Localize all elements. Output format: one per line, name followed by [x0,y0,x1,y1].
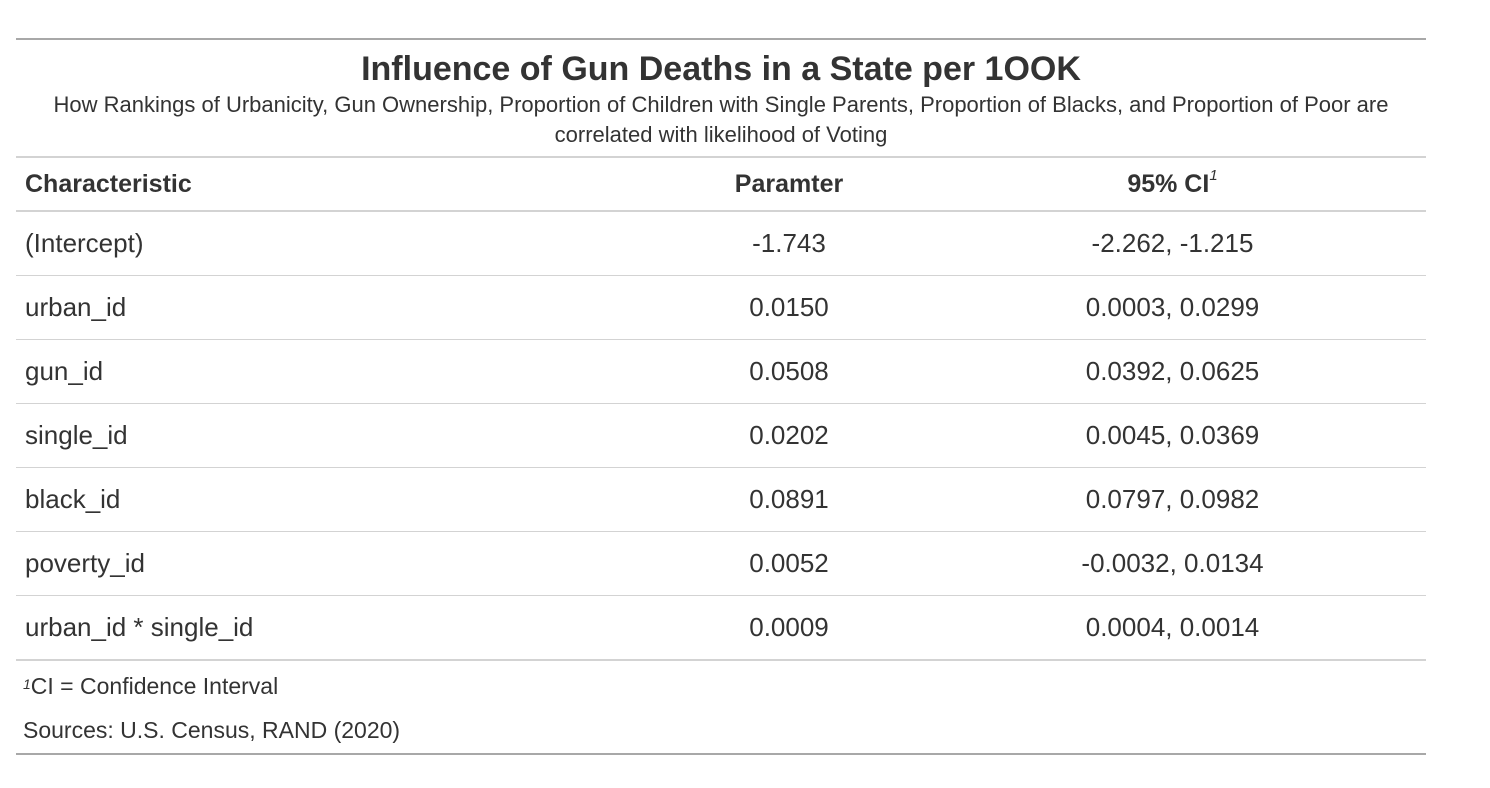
row-ci: 0.0797, 0.0982 [919,467,1426,532]
column-header-ci: 95% CI1 [919,158,1426,212]
row-label: (Intercept) [16,211,659,276]
table-subtitle: How Rankings of Urbanicity, Gun Ownershi… [53,92,1389,147]
row-parameter: -1.743 [659,211,919,276]
row-ci: -0.0032, 0.0134 [919,531,1426,596]
table-row: urban_id * single_id 0.0009 0.0004, 0.00… [16,595,1426,661]
footnote-mark: 1 [23,676,31,692]
table-header-block: Influence of Gun Deaths in a State per 1… [16,38,1426,158]
column-header-ci-label: 95% CI [1127,169,1210,198]
row-parameter: 0.0508 [659,339,919,404]
row-parameter: 0.0891 [659,467,919,532]
row-label: single_id [16,403,659,468]
table-footer: 1CI = Confidence Interval Sources: U.S. … [16,661,1426,755]
row-parameter: 0.0009 [659,595,919,661]
footnote-text: CI = Confidence Interval [30,673,279,699]
table-row: urban_id 0.0150 0.0003, 0.0299 [16,275,1426,340]
row-label: urban_id * single_id [16,595,659,661]
row-parameter: 0.0150 [659,275,919,340]
table-row: poverty_id 0.0052 -0.0032, 0.0134 [16,531,1426,596]
results-table: Characteristic Paramter 95% CI1 (Interce… [16,158,1426,661]
footnote: 1CI = Confidence Interval [23,671,1419,705]
row-ci: 0.0003, 0.0299 [919,275,1426,340]
regression-table: Influence of Gun Deaths in a State per 1… [16,38,1426,755]
row-ci: 0.0004, 0.0014 [919,595,1426,661]
row-label: black_id [16,467,659,532]
row-label: urban_id [16,275,659,340]
column-header-row: Characteristic Paramter 95% CI1 [16,158,1426,212]
table-row: black_id 0.0891 0.0797, 0.0982 [16,467,1426,532]
row-label: poverty_id [16,531,659,596]
table-title: Influence of Gun Deaths in a State per 1… [361,50,1081,88]
row-label: gun_id [16,339,659,404]
table-row: (Intercept) -1.743 -2.262, -1.215 [16,211,1426,276]
source-note: Sources: U.S. Census, RAND (2020) [23,717,401,743]
table-row: single_id 0.0202 0.0045, 0.0369 [16,403,1426,468]
row-ci: 0.0045, 0.0369 [919,403,1426,468]
row-ci: -2.262, -1.215 [919,211,1426,276]
row-parameter: 0.0052 [659,531,919,596]
table-row: gun_id 0.0508 0.0392, 0.0625 [16,339,1426,404]
ci-footnote-mark: 1 [1209,166,1218,184]
column-header-characteristic: Characteristic [16,158,659,212]
column-header-parameter: Paramter [659,158,919,212]
row-parameter: 0.0202 [659,403,919,468]
row-ci: 0.0392, 0.0625 [919,339,1426,404]
